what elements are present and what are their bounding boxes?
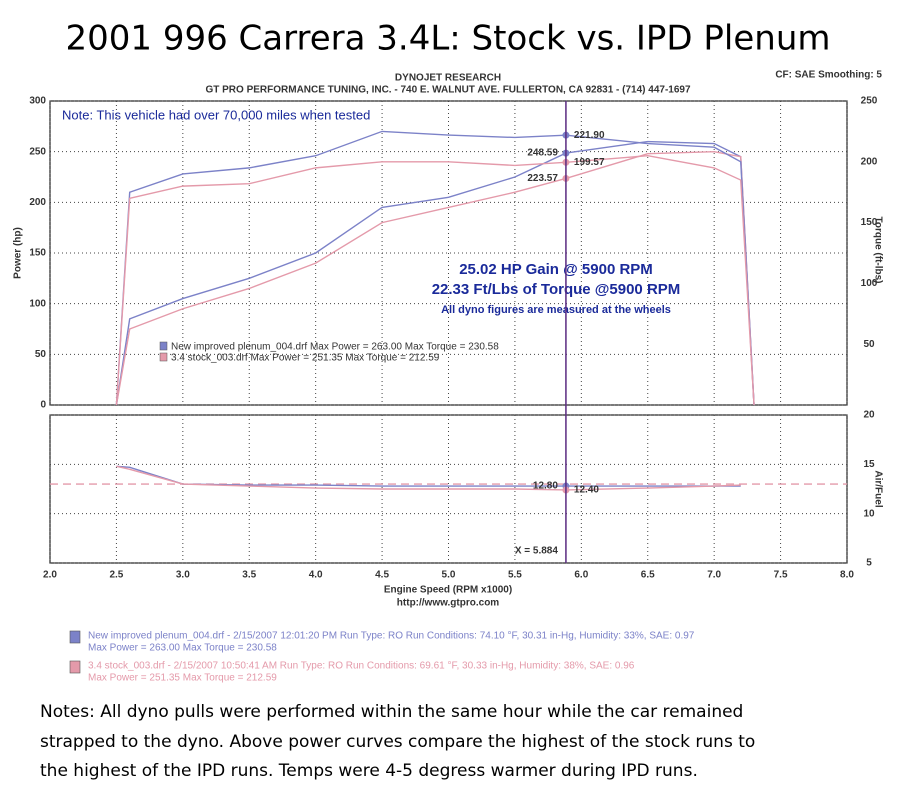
y2-tick-label: 20 [863,410,875,421]
run-info: New improved plenum_004.drf - 2/15/2007 … [88,631,695,642]
run-max: Max Power = 263.00 Max Torque = 230.58 [88,643,277,654]
note-line: Notes: All dyno pulls were performed wit… [40,702,743,722]
note-line: strapped to the dyno. Above power curves… [40,732,755,752]
data-label: 221.90 [574,130,605,141]
x-tick-label: 8.0 [840,570,854,581]
address: GT PRO PERFORMANCE TUNING, INC. - 740 E.… [205,85,691,96]
y-tick-label: 200 [29,197,46,208]
company: DYNOJET RESEARCH [395,73,501,84]
y2-tick-label: 15 [863,459,875,470]
y2-tick-label: 50 [863,339,875,350]
axis-label: Power (hp) [13,227,24,279]
legend-entry: 3.4 stock_003.drf Max Power = 251.35 Max… [171,353,440,364]
x-tick-label: 5.0 [442,570,456,581]
url: http://www.gtpro.com [397,598,500,609]
x-tick-label: 6.5 [641,570,655,581]
data-line [115,155,755,406]
y-tick-label: 0 [40,400,46,411]
y2-tick-label: 150 [861,217,878,228]
annotation: 25.02 HP Gain @ 5900 RPM [459,261,653,278]
y2-tick-label: 250 [861,96,878,107]
data-label: 12.80 [533,481,558,492]
x-tick-label: 4.5 [375,570,389,581]
x-tick-label: 7.5 [774,570,788,581]
axis-label: Torque (ft-lbs) [872,216,883,283]
x-tick-label: 2.5 [109,570,123,581]
x-tick-label: 2.0 [43,570,57,581]
y2-tick-label: 5 [866,558,872,569]
data-label: 248.59 [527,148,558,159]
x-tick-label: 4.0 [309,570,323,581]
page-title: 2001 996 Carrera 3.4L: Stock vs. IPD Ple… [66,19,831,59]
annotation: 22.33 Ft/Lbs of Torque @5900 RPM [432,281,681,298]
run-max: Max Power = 251.35 Max Torque = 212.59 [88,673,277,684]
data-line [115,140,755,406]
run-swatch [69,660,81,674]
axis-label: Air/Fuel [872,470,883,507]
y-tick-label: 100 [29,298,46,309]
x-tick-label: 6.0 [574,570,588,581]
x-tick-label: 3.5 [242,570,256,581]
run-swatch [69,630,81,644]
data-label: 12.40 [574,485,599,496]
x-tick-label: 5.5 [508,570,522,581]
y-tick-label: 300 [29,96,46,107]
settings: CF: SAE Smoothing: 5 [775,70,882,81]
y2-tick-label: 200 [861,156,878,167]
y-tick-label: 250 [29,146,46,157]
x-tick-label: 3.0 [176,570,190,581]
data-label: 199.57 [574,157,605,168]
data-line [115,150,755,406]
note-line: the highest of the IPD runs. Temps were … [40,761,698,781]
y-tick-label: 150 [29,248,46,259]
legend-entry: New improved plenum_004.drf Max Power = … [171,342,499,353]
y2-tick-label: 100 [861,278,878,289]
legend-swatch [159,352,168,362]
x-tick-label: 7.0 [707,570,721,581]
cursor-label: X = 5.884 [515,546,559,557]
x-axis-label: Engine Speed (RPM x1000) [384,585,512,596]
legend-swatch [159,341,168,351]
data-line [115,130,755,406]
data-line [116,465,741,491]
annotation: All dyno figures are measured at the whe… [441,304,671,316]
run-info: 3.4 stock_003.drf - 2/15/2007 10:50:41 A… [88,661,635,672]
y2-tick-label: 10 [863,508,875,519]
note: Note: This vehicle had over 70,000 miles… [62,107,370,122]
y-tick-label: 50 [35,349,47,360]
data-label: 223.57 [527,173,558,184]
